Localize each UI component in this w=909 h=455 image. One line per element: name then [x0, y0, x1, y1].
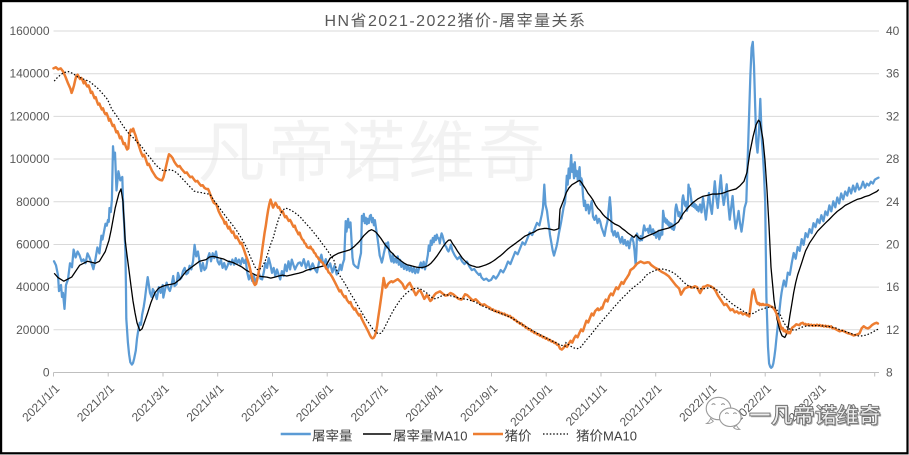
svg-text:MA10: MA10: [603, 429, 637, 444]
svg-text:28: 28: [886, 152, 900, 166]
svg-text:80000: 80000: [16, 195, 50, 209]
svg-text:2021-2022: 2021-2022: [368, 13, 458, 30]
svg-text:MA10: MA10: [434, 429, 468, 444]
svg-text:HN: HN: [325, 13, 351, 30]
svg-text:40: 40: [886, 24, 900, 38]
svg-text:120000: 120000: [9, 109, 49, 123]
svg-text:20: 20: [886, 237, 900, 251]
svg-text:40000: 40000: [16, 280, 50, 294]
svg-text:-: -: [492, 13, 499, 30]
svg-text:16: 16: [886, 280, 900, 294]
svg-text:12: 12: [886, 323, 900, 337]
svg-text:60000: 60000: [16, 237, 50, 251]
svg-text:0: 0: [43, 366, 50, 380]
svg-text:32: 32: [886, 109, 900, 123]
svg-text:8: 8: [886, 366, 893, 380]
svg-text:36: 36: [886, 67, 900, 81]
svg-text:140000: 140000: [9, 67, 49, 81]
svg-text:100000: 100000: [9, 152, 49, 166]
svg-text:160000: 160000: [9, 24, 49, 38]
svg-text:24: 24: [886, 195, 900, 209]
svg-text:20000: 20000: [16, 323, 50, 337]
